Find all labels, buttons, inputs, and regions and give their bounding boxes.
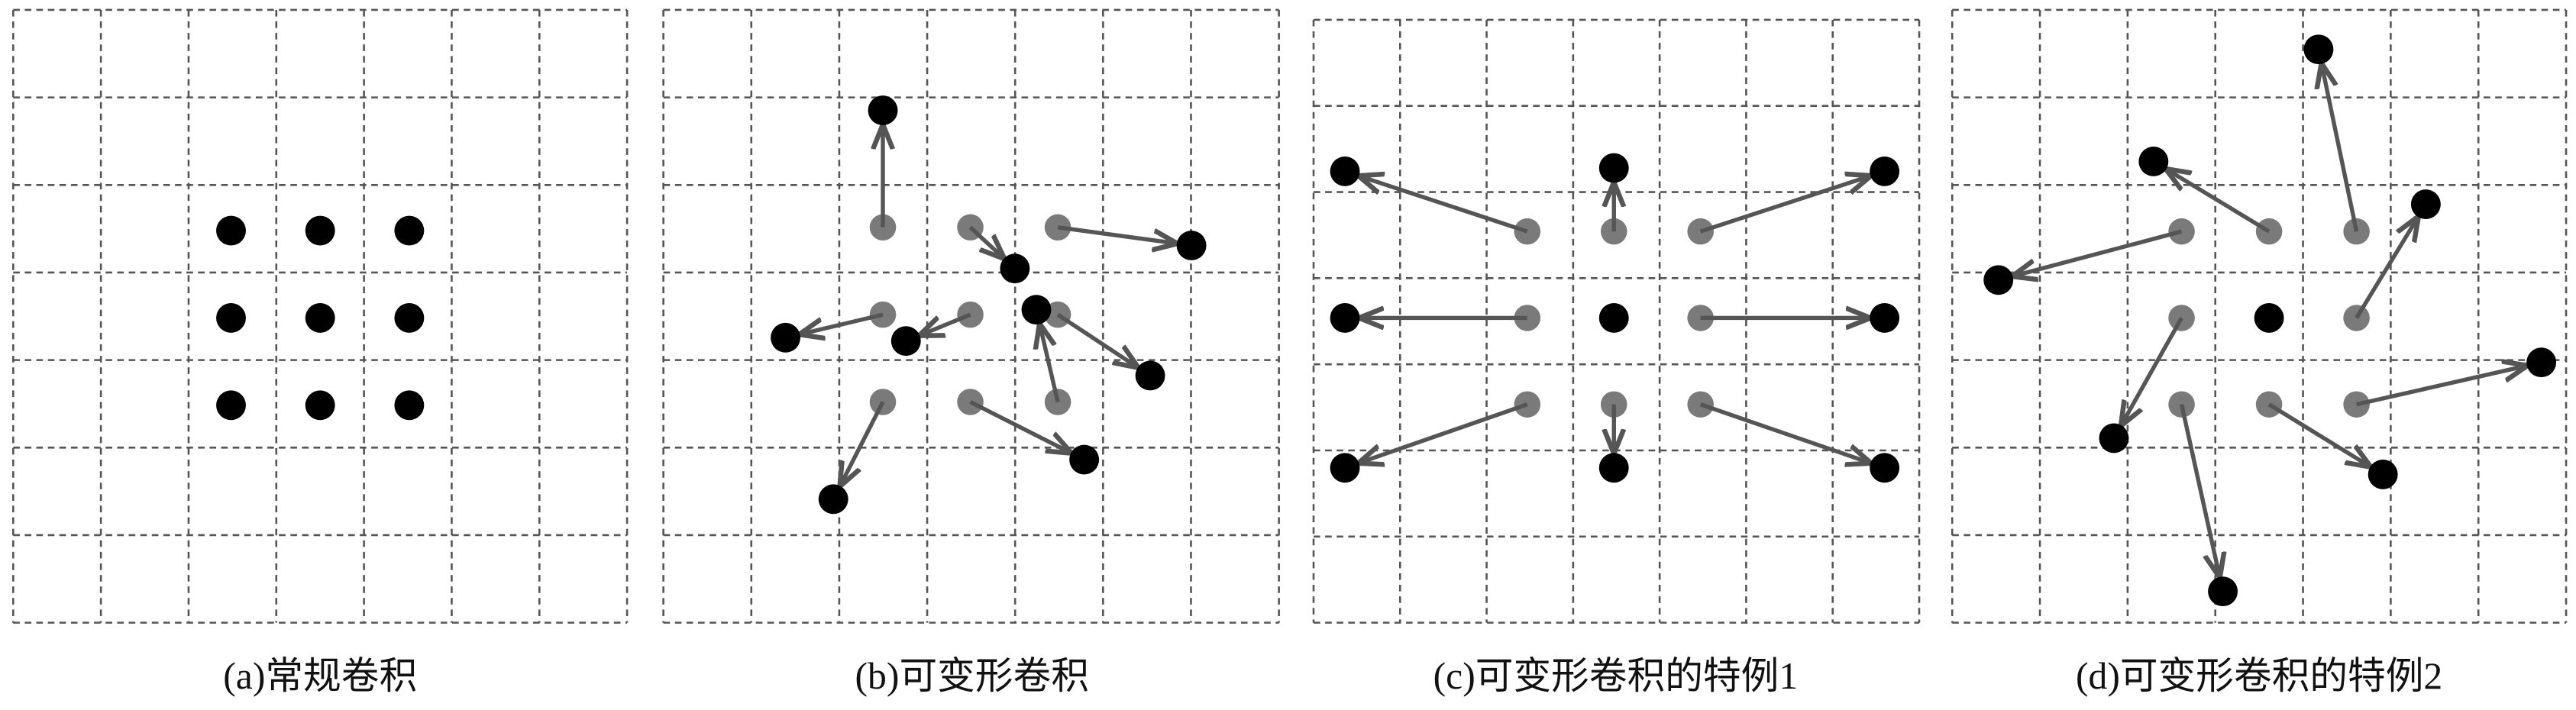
diagram-layer: (a)常规卷积 (b)可变形卷积 (c)可变形卷积的特例1 (d)可变形卷积的特例2 — [11, 8, 2568, 697]
sample-point-origin — [1600, 391, 1627, 418]
sample-point — [216, 215, 246, 246]
sample-point — [1135, 360, 1165, 391]
offset-arrow — [2322, 66, 2359, 232]
offset-arrow — [2267, 402, 2369, 466]
offset-arrow — [2356, 366, 2526, 407]
sample-point — [1000, 253, 1030, 284]
sample-point — [394, 390, 425, 421]
grid — [1951, 8, 2568, 624]
sample-point — [771, 322, 800, 353]
sample-point-origin — [1044, 389, 1071, 415]
offset-arrow — [2122, 317, 2183, 424]
offset-arrow — [2355, 218, 2418, 319]
caption: (c)可变形卷积的特例1 — [1433, 655, 1799, 697]
sample-point-origin — [2343, 305, 2370, 331]
sample-point — [1021, 295, 1052, 325]
offset-arrow — [1056, 312, 1136, 366]
offset-arrow — [2179, 404, 2219, 576]
sample-point — [2526, 347, 2557, 378]
sample-point — [1870, 156, 1900, 186]
sample-point — [394, 303, 425, 333]
sample-point — [2208, 576, 2238, 607]
offset-arrow — [841, 401, 885, 484]
sample-point — [1598, 303, 1629, 333]
grid — [11, 8, 629, 624]
sample-point — [1870, 303, 1900, 333]
sample-point-origin — [2168, 391, 2195, 418]
sample-point — [890, 326, 921, 357]
sample-point — [818, 484, 848, 515]
offset-arrow — [1360, 402, 1528, 463]
sample-point — [394, 215, 425, 246]
sample-point — [2410, 189, 2441, 219]
sample-point — [305, 215, 335, 246]
sample-point-origin — [2255, 391, 2283, 418]
sample-point — [1069, 444, 1100, 475]
sample-point — [1870, 453, 1900, 483]
offset-arrow — [1699, 402, 1870, 463]
sample-point — [2138, 147, 2169, 176]
offset-arrow — [2167, 170, 2271, 234]
sample-point — [216, 390, 246, 421]
sample-point — [2099, 423, 2129, 453]
offset-arrow — [2015, 229, 2183, 276]
offset-arrow — [921, 312, 971, 334]
caption: (d)可变形卷积的特例2 — [2076, 655, 2442, 697]
sample-point — [1983, 265, 2014, 295]
sample-point — [1330, 156, 1360, 186]
offset-arrow — [1040, 326, 1060, 403]
caption: (b)可变形卷积 — [855, 655, 1089, 697]
sample-point — [1598, 453, 1629, 483]
offset-arrow — [969, 400, 1070, 452]
caption: (a)常规卷积 — [223, 655, 417, 697]
offset-arrow — [802, 312, 884, 334]
sample-point — [305, 303, 335, 333]
sample-point — [2303, 34, 2334, 65]
sample-point — [216, 303, 246, 333]
sample-point — [1330, 303, 1360, 333]
sample-point — [1176, 231, 1207, 260]
sample-point — [2254, 303, 2284, 333]
offset-arrow — [1057, 225, 1175, 244]
sample-point — [1598, 153, 1629, 183]
offset-arrow — [1361, 176, 1528, 234]
sample-point — [305, 390, 335, 421]
sample-point — [868, 95, 898, 125]
sample-point-origin — [1514, 391, 1541, 418]
offset-arrow — [968, 225, 1003, 257]
sample-point — [1330, 453, 1360, 483]
sample-point — [2368, 460, 2398, 489]
offset-arrow — [1699, 176, 1869, 234]
